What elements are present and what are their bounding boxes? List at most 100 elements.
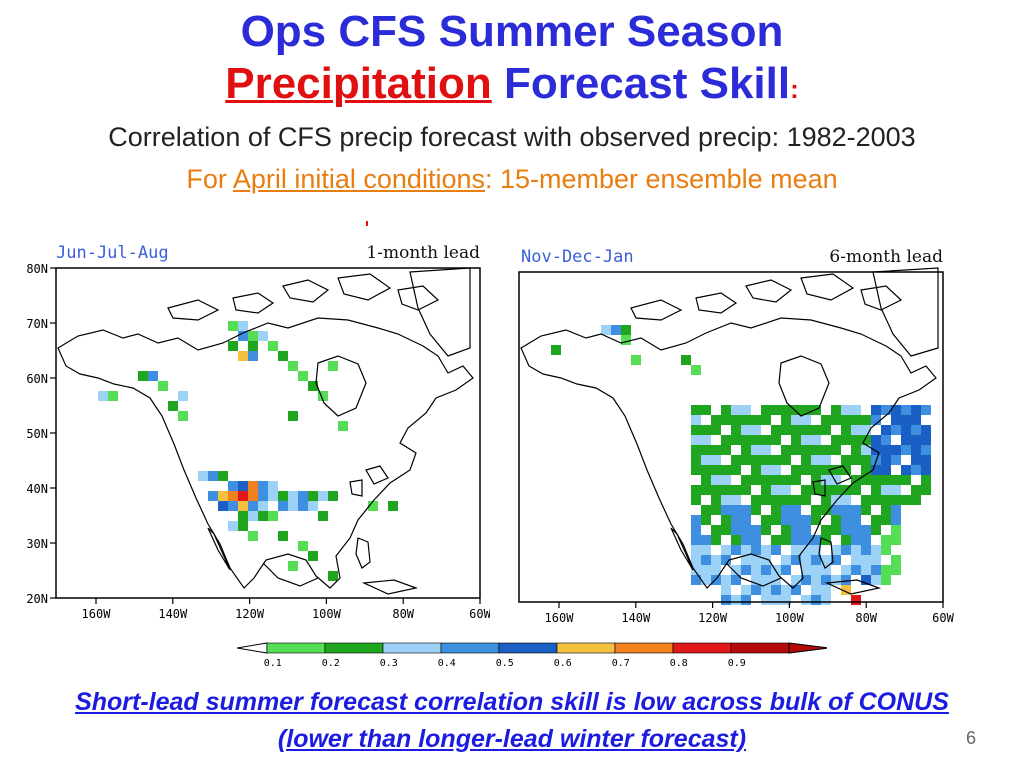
colorbar-swatch	[730, 642, 790, 654]
skill-cell	[841, 435, 851, 445]
skill-cell	[841, 415, 851, 425]
skill-cell	[258, 511, 268, 521]
skill-cell	[751, 525, 761, 535]
colorbar-label: 0.1	[264, 658, 282, 669]
skill-cell	[821, 485, 831, 495]
skill-cell	[801, 555, 811, 565]
skill-cell	[258, 481, 268, 491]
skill-cell	[218, 471, 228, 481]
skill-cell	[831, 515, 841, 525]
skill-cell	[921, 485, 931, 495]
skill-cell	[238, 331, 248, 341]
skill-cell	[248, 511, 258, 521]
skill-cell	[288, 361, 298, 371]
subtitle-initial-conditions: For April initial conditions: 15-member …	[0, 166, 1024, 193]
skill-cell	[741, 585, 751, 595]
map-lead-label: 1-month lead	[366, 243, 480, 263]
skill-cell	[831, 575, 841, 585]
lon-label: 160W	[82, 607, 112, 621]
lon-label: 100W	[775, 611, 805, 625]
skill-cell	[821, 565, 831, 575]
skill-cell	[901, 495, 911, 505]
colorbar-left-arrow	[236, 642, 268, 654]
skill-cell	[911, 485, 921, 495]
skill-cell	[691, 525, 701, 535]
skill-cell	[701, 465, 711, 475]
skill-cell	[228, 481, 238, 491]
skill-cell	[601, 325, 611, 335]
skill-cell	[751, 495, 761, 505]
skill-cell	[781, 515, 791, 525]
skill-cell	[831, 445, 841, 455]
skill-cell	[701, 565, 711, 575]
skill-cell	[841, 545, 851, 555]
skill-cell	[761, 555, 771, 565]
skill-cell	[781, 595, 791, 605]
skill-cell	[831, 495, 841, 505]
colorbar-swatch	[556, 642, 616, 654]
skill-cell	[691, 465, 701, 475]
skill-cell	[891, 405, 901, 415]
skill-cell	[98, 391, 108, 401]
skill-cell	[308, 501, 318, 511]
skill-cell	[691, 545, 701, 555]
skill-cell	[148, 371, 158, 381]
skill-cell	[338, 421, 348, 431]
skill-cell	[721, 485, 731, 495]
skill-cell	[811, 575, 821, 585]
skill-cell	[741, 405, 751, 415]
skill-cell	[891, 565, 901, 575]
skill-cell	[871, 475, 881, 485]
skill-cell	[891, 555, 901, 565]
skill-cell	[691, 405, 701, 415]
skill-cell	[701, 455, 711, 465]
skill-cell	[711, 465, 721, 475]
latitude-labels: 80N 70N 60N 50N 40N 30N 20N	[26, 262, 56, 606]
map-lead-label: 6-month lead	[829, 247, 943, 267]
skill-cell	[811, 505, 821, 515]
longitude-labels: 160W 140W 120W 100W 80W 60W	[545, 602, 955, 625]
skill-cell	[811, 405, 821, 415]
skill-cell	[298, 541, 308, 551]
skill-cell	[871, 545, 881, 555]
skill-cell	[721, 475, 731, 485]
slide-title-line2: Precipitation Forecast Skill:	[0, 62, 1024, 106]
map-panel-ndj: Nov-Dec-Jan 6-month lead 160W 140W 120W 100…	[513, 238, 973, 628]
skill-cell	[248, 341, 258, 351]
skill-cell	[811, 425, 821, 435]
skill-cell	[621, 325, 631, 335]
skill-cell	[871, 565, 881, 575]
skill-cell	[611, 325, 621, 335]
skill-cell	[621, 335, 631, 345]
skill-cell	[771, 585, 781, 595]
skill-cell	[288, 561, 298, 571]
skill-cell	[741, 485, 751, 495]
skill-cell	[801, 495, 811, 505]
colorbar-swatch	[614, 642, 674, 654]
skill-cell	[711, 535, 721, 545]
colorbar-label: 0.8	[670, 658, 688, 669]
skill-cell	[751, 585, 761, 595]
skill-cell	[731, 575, 741, 585]
skill-cell	[781, 455, 791, 465]
skill-cell	[901, 415, 911, 425]
skill-cell	[771, 465, 781, 475]
skill-cell	[761, 515, 771, 525]
lon-label: 140W	[621, 611, 651, 625]
skill-cell	[328, 361, 338, 371]
skill-cell	[801, 465, 811, 475]
subtitle-correlation: Correlation of CFS precip forecast with …	[108, 122, 916, 152]
skill-cell	[108, 391, 118, 401]
skill-cell	[851, 565, 861, 575]
lon-label: 140W	[158, 607, 188, 621]
skill-cell	[761, 475, 771, 485]
skill-cell	[761, 575, 771, 585]
skill-cell	[278, 531, 288, 541]
skill-cell	[841, 535, 851, 545]
skill-cell	[911, 425, 921, 435]
title-colon: :	[790, 74, 799, 104]
skill-cell	[288, 411, 298, 421]
skill-cell	[761, 485, 771, 495]
skill-cell	[791, 435, 801, 445]
skill-cell	[721, 495, 731, 505]
